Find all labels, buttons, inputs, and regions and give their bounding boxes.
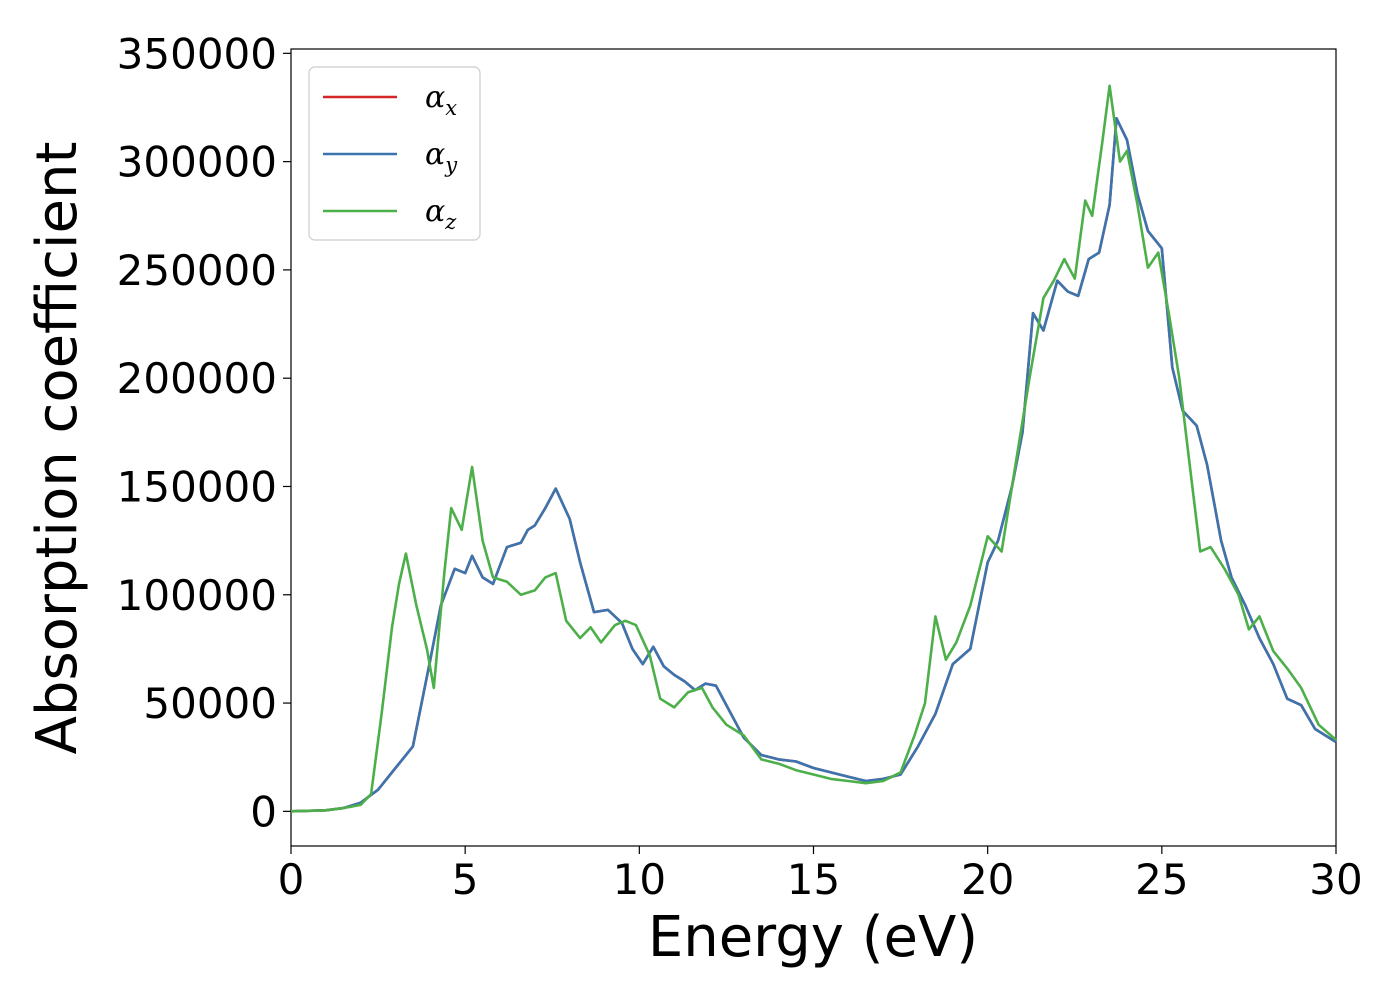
legend-entry-subscript: z [444, 210, 457, 234]
y-tick-label: 250000 [117, 246, 277, 295]
legend-entry-y: αy [425, 137, 458, 177]
x-tick-label: 5 [452, 855, 479, 904]
x-tick-label: 30 [1309, 855, 1362, 904]
series-line-z [290, 84, 1337, 813]
x-axis-label: Energy (eV) [648, 905, 978, 970]
y-tick-label: 300000 [117, 138, 277, 187]
x-axis: 0 5 10 15 20 25 30 [278, 846, 1363, 904]
y-tick-label: 100000 [117, 571, 277, 620]
legend-entry-base: α [425, 137, 445, 172]
legend-entry-subscript: y [444, 153, 458, 177]
series-layer [290, 84, 1337, 813]
y-tick-label: 50000 [143, 679, 277, 728]
y-axis-label: Absorption coefficient [25, 142, 90, 755]
y-tick-label: 150000 [117, 462, 277, 511]
legend-entry-subscript: x [445, 96, 457, 120]
legend-entry-base: α [425, 80, 445, 115]
x-tick-label: 0 [278, 855, 305, 904]
x-tick-label: 15 [787, 855, 840, 904]
y-axis: 0 50000 100000 150000 200000 250000 300000 3500… [117, 29, 291, 836]
y-tick-label: 200000 [117, 354, 277, 403]
legend-entry-base: α [425, 194, 445, 229]
x-tick-label: 10 [613, 855, 666, 904]
y-tick-label: 0 [250, 787, 277, 836]
legend-entry-z: αz [425, 194, 457, 234]
x-tick-label: 25 [1135, 855, 1188, 904]
x-tick-label: 20 [961, 855, 1014, 904]
y-tick-label: 350000 [117, 29, 277, 78]
legend-entry-x: αx [425, 80, 457, 120]
